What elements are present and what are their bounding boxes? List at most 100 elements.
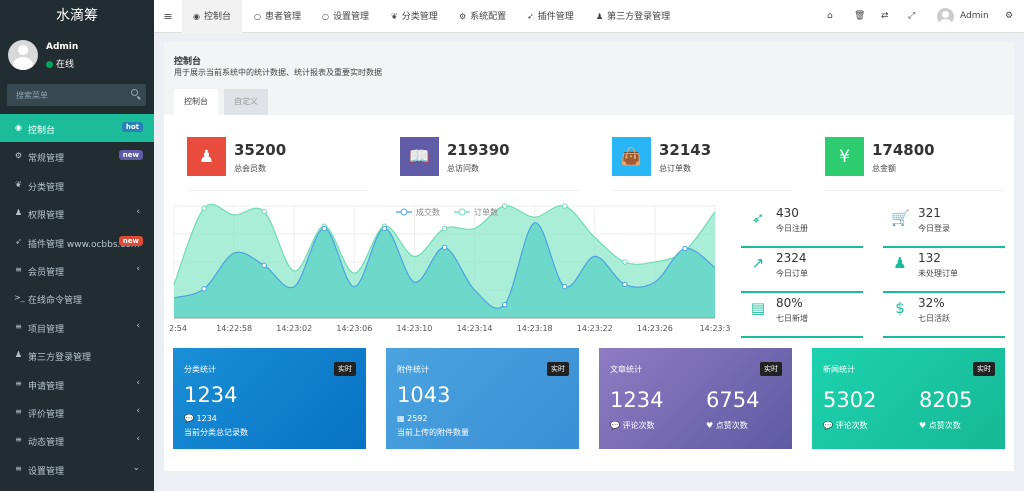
user-name: Admin [46, 42, 79, 52]
realtime-badge: 实时 [760, 362, 782, 376]
sidebar-item-label: 项目管理 [28, 324, 65, 335]
card-title: 文章统计 [610, 365, 642, 374]
data-point[interactable] [441, 244, 448, 251]
top-tab-0[interactable]: ◉ 控制台 [182, 0, 242, 33]
top-tab-5[interactable]: ➶ 插件管理 [516, 0, 585, 33]
data-point[interactable] [441, 225, 448, 232]
top-tab-3[interactable]: ❦ 分类管理 [380, 0, 449, 33]
card-sub: 💬 1234 [184, 414, 217, 423]
card-sub: ▦ 2592 [397, 414, 427, 423]
card-label-2: ♥ 点赞次数 [706, 421, 748, 430]
translate-icon[interactable]: ⇄ [881, 11, 889, 21]
search-icon[interactable] [131, 89, 138, 96]
stat-value: 32143 [659, 141, 712, 159]
sidebar-item-7[interactable]: ≡ 项目管理 ‹ [0, 313, 154, 341]
menu-toggle-icon[interactable]: ≡ [163, 10, 173, 23]
sidebar-item-0[interactable]: ◉ 控制台 hot [0, 114, 154, 143]
stat-label: 总访问数 [447, 164, 479, 173]
legend-label[interactable]: 成交数 [416, 207, 440, 217]
trash-icon[interactable]: 🗑 [854, 11, 866, 21]
data-point[interactable] [261, 262, 267, 269]
data-point[interactable] [261, 208, 267, 215]
menu-search-input[interactable]: 搜索菜单 [7, 84, 146, 106]
card-sub-value: 1234 [196, 414, 217, 423]
top-user-name[interactable]: Admin [960, 11, 989, 21]
sidebar-item-10[interactable]: ≡ 评价管理 ‹ [0, 398, 154, 426]
heart-icon: ♥ [706, 421, 714, 430]
card-sub-label: 当前分类总记录数 [184, 428, 248, 437]
top-avatar[interactable] [937, 8, 954, 25]
sidebar-item-label: 会员管理 [28, 267, 65, 278]
tab-dashboard[interactable]: 控制台 [174, 89, 218, 115]
sidebar-item-4[interactable]: ➶ 插件管理 www.ocbbs.com new [0, 228, 154, 256]
data-point[interactable] [501, 203, 508, 209]
home-icon[interactable]: ⌂ [827, 11, 833, 21]
app-logo[interactable]: 水滴筹 [0, 0, 154, 33]
data-point[interactable] [622, 259, 628, 265]
card-value-1: 5302 [823, 388, 877, 412]
x-tick-label: 14:23:26 [637, 324, 673, 333]
fullscreen-icon[interactable]: ⤢ [908, 11, 916, 21]
chevron-icon: ‹ [136, 377, 140, 388]
terminal-icon: >_ [14, 293, 25, 303]
dollar-icon: $ [895, 299, 905, 317]
sidebar-item-11[interactable]: ≡ 动态管理 ‹ [0, 426, 154, 454]
data-point[interactable] [562, 203, 568, 209]
tab-custom[interactable]: 自定义 [224, 89, 268, 115]
sidebar-item-12[interactable]: ≡ 设置管理 ⌄ [0, 455, 154, 483]
stat-value: 174800 [872, 141, 935, 159]
data-point[interactable] [622, 281, 628, 288]
top-tab-1[interactable]: ○ 患者管理 [243, 0, 312, 33]
top-tab-6[interactable]: ♟ 第三方登录管理 [585, 0, 681, 33]
stat-card: 新闻统计 实时 5302 💬 评论次数 8205 ♥ 点赞次数 [812, 348, 1005, 449]
page-title: 控制台 [174, 57, 202, 67]
sidebar-item-6[interactable]: >_ 在线命令管理 [0, 284, 154, 312]
list-alt-icon: ▤ [750, 299, 766, 317]
panel-header: 控制台 用于展示当前系统中的统计数据、统计报表及重要实时数据 控制台 自定义 [164, 42, 1014, 115]
comment-icon: 💬 [184, 414, 194, 423]
dashboard-content: ♟ 35200 总会员数 📖 219390 总访问数 👜 32143 总订单数 ¥174800 总金… [164, 115, 1014, 471]
rocket-icon: ➶ [15, 236, 22, 246]
sidebar-item-label: 第三方登录管理 [28, 353, 92, 364]
legend-marker[interactable] [458, 208, 466, 216]
mini-stat-value: 32% [918, 296, 945, 310]
legend-marker[interactable] [400, 208, 408, 216]
cogs-icon[interactable]: ⚙ [1005, 11, 1014, 21]
data-point[interactable] [562, 283, 568, 290]
stat-label: 总金额 [872, 164, 896, 173]
data-point[interactable] [501, 301, 508, 308]
leaf-icon: ❦ [15, 179, 22, 189]
book-icon: 📖 [400, 137, 439, 176]
card-title: 附件统计 [397, 365, 429, 374]
sidebar-item-1[interactable]: ⚙ 常规管理 new [0, 142, 154, 170]
chevron-icon: ⌄ [132, 462, 140, 473]
sidebar-item-9[interactable]: ≡ 申请管理 ‹ [0, 370, 154, 398]
legend-label[interactable]: 订单数 [474, 207, 498, 217]
online-dot-icon [46, 61, 53, 68]
mini-stat-label: 七日新增 [776, 314, 808, 323]
card-label-2: ♥ 点赞次数 [919, 421, 961, 430]
rocket-icon: ➶ [751, 209, 765, 227]
data-point[interactable] [682, 245, 688, 252]
list-icon: ≡ [15, 435, 22, 445]
mini-stat-label: 未处理订单 [918, 269, 958, 278]
mini-stat: 🛒 321 今日登录 [883, 203, 1005, 248]
sidebar-item-2[interactable]: ❦ 分类管理 [0, 171, 154, 199]
top-tab-2[interactable]: ○ 设置管理 [311, 0, 380, 33]
list-icon: ≡ [15, 321, 22, 331]
top-tab-4[interactable]: ⚙ 系统配置 [448, 0, 517, 33]
sidebar-item-3[interactable]: ♟ 权限管理 ‹ [0, 199, 154, 227]
stat-value: 219390 [447, 141, 510, 159]
sidebar-item-label: 在线命令管理 [28, 296, 83, 307]
sidebar-item-label: 申请管理 [28, 381, 65, 392]
users-icon: ♟ [893, 254, 907, 272]
leaf-icon: ❦ [391, 12, 398, 21]
sidebar-item-5[interactable]: ≡ 会员管理 ‹ [0, 256, 154, 284]
data-point[interactable] [201, 205, 207, 211]
sidebar-item-label: 权限管理 [28, 211, 65, 222]
data-point[interactable] [321, 225, 327, 232]
sidebar-item-8[interactable]: ♟ 第三方登录管理 [0, 341, 154, 369]
mini-stat: ➶ 430 今日注册 [741, 203, 863, 248]
data-point[interactable] [381, 225, 388, 232]
data-point[interactable] [201, 286, 207, 292]
